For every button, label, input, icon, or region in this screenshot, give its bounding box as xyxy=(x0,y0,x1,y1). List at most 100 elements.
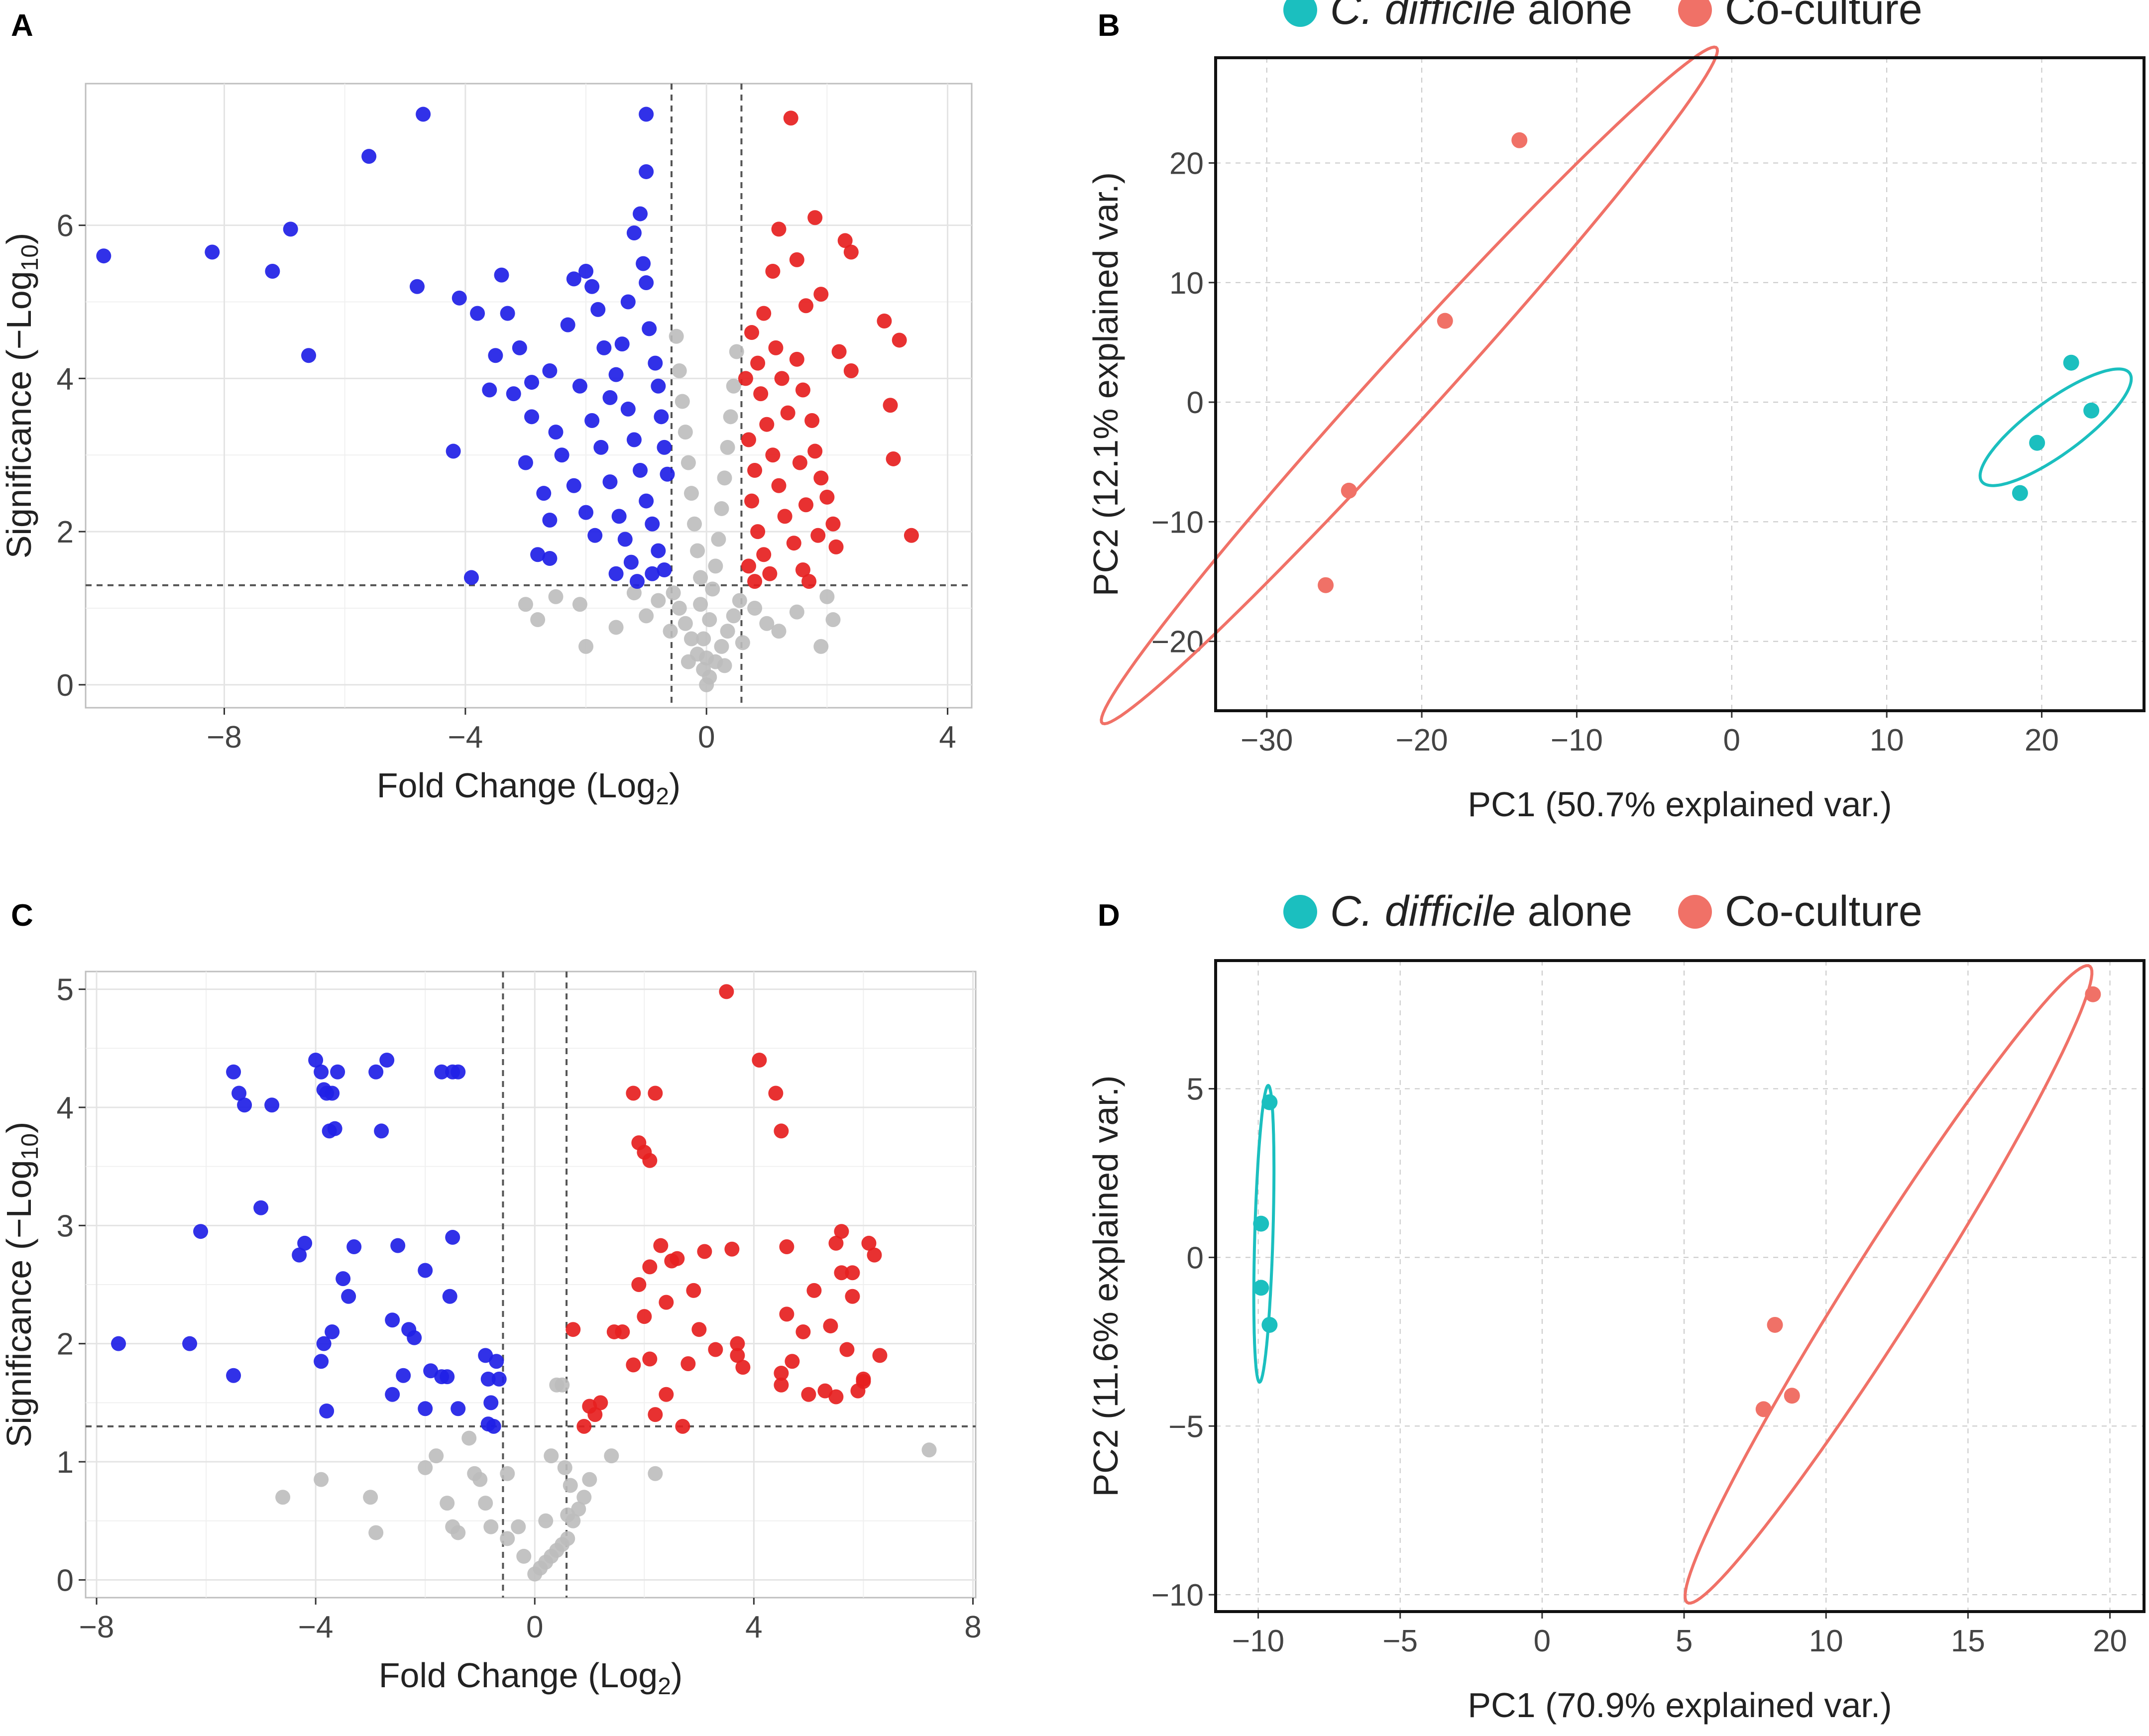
point-down xyxy=(374,1123,389,1139)
x-tick-label: 20 xyxy=(2093,1624,2127,1658)
point-down xyxy=(566,478,581,493)
point-down xyxy=(617,532,633,547)
point-down xyxy=(566,271,581,287)
point-up xyxy=(626,1357,641,1373)
point-up xyxy=(813,470,829,486)
x-tick-label: 4 xyxy=(745,1610,762,1644)
point-down xyxy=(587,528,603,543)
point-up xyxy=(750,355,766,371)
point-down xyxy=(657,562,672,578)
point-down xyxy=(611,509,627,524)
x-tick-label: 15 xyxy=(1951,1624,1985,1658)
point-ns xyxy=(720,439,735,455)
point-up xyxy=(828,1235,844,1251)
point-down xyxy=(231,1085,247,1101)
y-tick-label: −10 xyxy=(1151,1578,1204,1613)
point-down xyxy=(660,466,675,482)
point-up xyxy=(806,1283,822,1298)
point-up xyxy=(648,1085,663,1101)
point-ns xyxy=(363,1490,378,1505)
y-axis-title-close: ) xyxy=(0,233,38,244)
point-up xyxy=(765,263,781,279)
point-cdifficile xyxy=(1261,1094,1278,1110)
point-ns xyxy=(723,409,738,425)
point-down xyxy=(639,107,654,122)
point-ns xyxy=(576,1490,592,1505)
point-ns xyxy=(699,677,714,692)
point-ns xyxy=(714,639,729,654)
panel-label: D xyxy=(1098,898,1120,933)
point-down xyxy=(626,432,642,447)
point-down xyxy=(633,463,648,478)
point-up xyxy=(615,1324,630,1339)
point-up xyxy=(774,1123,789,1139)
x-tick-label: 0 xyxy=(526,1610,543,1644)
point-down xyxy=(451,1064,466,1080)
point-down xyxy=(379,1053,395,1068)
y-axis-title: PC2 (11.6% explained var.) xyxy=(1086,1076,1125,1497)
point-up xyxy=(730,1348,745,1363)
point-down xyxy=(327,1121,342,1136)
point-up xyxy=(691,1322,707,1337)
point-up xyxy=(653,1238,669,1253)
point-down xyxy=(253,1200,269,1215)
x-tick-label: 5 xyxy=(1676,1624,1693,1658)
y-axis-title: Significance (−Log10) xyxy=(0,233,43,559)
point-up xyxy=(697,1244,712,1259)
point-down xyxy=(560,317,575,332)
point-down xyxy=(518,455,533,470)
point-up xyxy=(892,332,907,348)
point-down xyxy=(512,340,527,355)
confidence-ellipse-cdifficile xyxy=(1978,367,2133,487)
point-down xyxy=(182,1336,198,1351)
point-up xyxy=(823,1318,838,1334)
point-up xyxy=(785,1354,800,1369)
y-tick-label: −10 xyxy=(1151,505,1204,540)
y-tick-label: 2 xyxy=(57,1327,74,1362)
point-up xyxy=(708,1342,723,1357)
point-down xyxy=(96,248,112,264)
point-ns xyxy=(672,363,687,378)
point-down xyxy=(478,1348,493,1363)
point-down xyxy=(524,409,540,425)
point-down xyxy=(418,1263,433,1278)
point-ns xyxy=(678,425,693,440)
point-down xyxy=(620,401,636,417)
point-up xyxy=(795,562,810,578)
point-down xyxy=(482,382,497,398)
point-down xyxy=(584,413,600,429)
x-tick-label: −20 xyxy=(1396,723,1448,758)
point-down xyxy=(548,425,564,440)
confidence-ellipse-coculture xyxy=(1684,964,2094,1605)
point-up xyxy=(593,1395,608,1410)
x-tick-label: 0 xyxy=(1534,1624,1551,1658)
point-up xyxy=(834,1224,849,1239)
point-ns xyxy=(518,597,533,612)
point-ns xyxy=(714,501,729,516)
legend: C. difficile alone Co-culture xyxy=(1283,0,1923,33)
point-up xyxy=(810,528,826,543)
point-coculture xyxy=(1767,1316,1783,1333)
point-up xyxy=(817,1383,833,1399)
point-down xyxy=(506,386,521,402)
point-up xyxy=(747,463,763,478)
point-up xyxy=(724,1241,740,1257)
point-down xyxy=(470,306,485,321)
point-down xyxy=(651,378,666,394)
point-ns xyxy=(726,608,741,624)
point-ns xyxy=(693,597,708,612)
point-ns xyxy=(626,585,642,601)
point-ns xyxy=(696,631,711,647)
point-up xyxy=(719,984,734,999)
y-axis-title-close: ) xyxy=(0,1122,38,1133)
point-coculture xyxy=(2085,986,2101,1002)
point-down xyxy=(480,1371,496,1387)
point-up xyxy=(813,287,829,302)
point-up xyxy=(883,398,898,413)
confidence-ellipse-coculture xyxy=(1100,45,1719,726)
point-up xyxy=(783,110,798,126)
point-ns xyxy=(675,394,690,409)
